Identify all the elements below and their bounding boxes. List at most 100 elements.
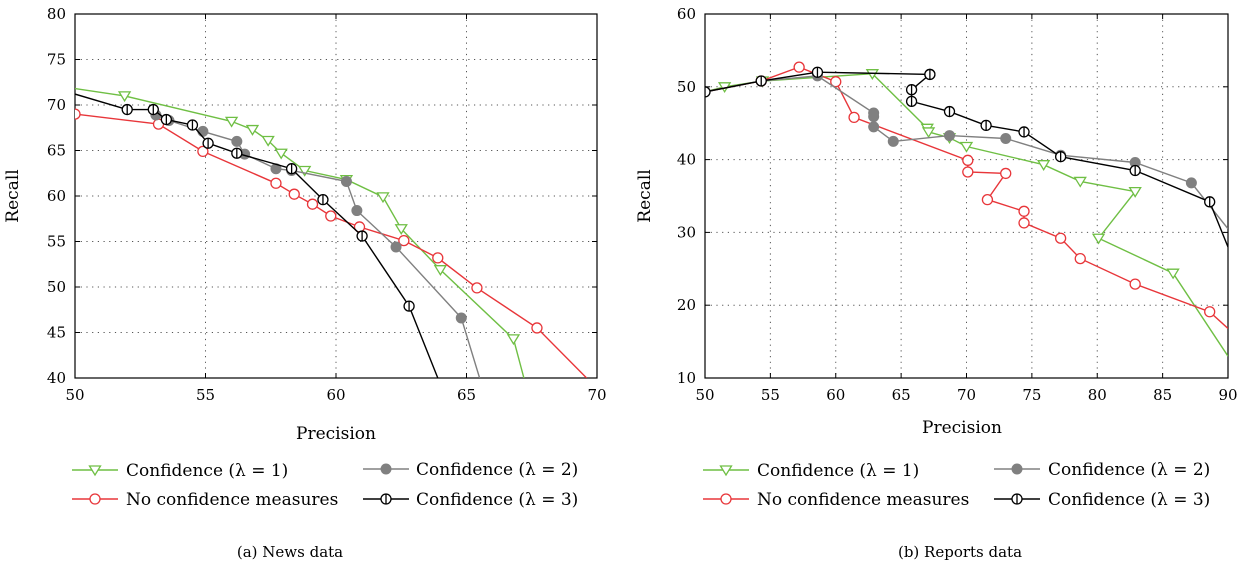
panel-b-series-2-point-7 — [944, 130, 956, 142]
panel-a-ytick-label-2: 50 — [47, 278, 66, 296]
panel-a-series-3-point-2 — [147, 103, 159, 116]
panel-a-series-2-point-8 — [351, 205, 363, 217]
panel-a-series-3-point-4 — [186, 119, 199, 131]
panel-a-series-0-point-9 — [394, 224, 408, 236]
panel-a-series-0-point-6 — [298, 165, 312, 177]
panel-b-series-0-point-8 — [1036, 160, 1051, 171]
panel-a-xlabel: Precision — [296, 424, 376, 444]
panel-b-series-2-point-4 — [868, 111, 880, 123]
panel-a-legend-label-0: Confidence (λ = 1) — [126, 461, 288, 481]
panel-b-series-3-point-5 — [905, 84, 918, 96]
panel-b-legend-label-3: Confidence (λ = 3) — [1048, 490, 1210, 510]
panel-a-series-0-point-1 — [117, 91, 132, 103]
panel-a-series-0-point-3 — [245, 124, 260, 136]
panel-b-legend-item-3: Confidence (λ = 3) — [994, 490, 1210, 510]
panel-b-series-3-point-11 — [1129, 164, 1141, 177]
panel-b-series-2-point-11 — [1185, 177, 1197, 189]
panel-b-legend-item-2: Confidence (λ = 2) — [994, 460, 1210, 480]
panel-a-ytick-label-7: 75 — [47, 51, 66, 69]
panel-b-series-0-point-7 — [959, 141, 974, 153]
panel-b-series-1-point-9 — [1018, 205, 1030, 217]
panel-b-series-1-point-13 — [1129, 278, 1141, 290]
panel-b-series-0-point-9 — [1073, 176, 1087, 188]
panel-b-legend: Confidence (λ = 1) No confidence measure… — [703, 460, 1210, 510]
panel-a-legend-marker-2 — [380, 463, 392, 475]
panel-a-series-2-point-9 — [390, 241, 402, 253]
panel-b-xtick-label-6: 80 — [1088, 386, 1107, 404]
panel-b-series-1-point-11 — [1054, 232, 1067, 244]
panel-b-legend-item-0: Confidence (λ = 1) — [703, 461, 919, 481]
panel-a-series-1-point-10 — [471, 282, 483, 294]
panel-b-ylabel: Recall — [635, 169, 655, 222]
panel-a-ytick-label-0: 40 — [47, 369, 66, 387]
panel-b-legend-label-0: Confidence (λ = 1) — [757, 461, 919, 481]
panel-a-ytick-label-3: 55 — [47, 233, 66, 251]
panel-b-series-1-point-4 — [848, 111, 860, 124]
panel-a-legend-label-2: Confidence (λ = 2) — [416, 460, 578, 480]
panel-b-legend-label-1: No confidence measures — [757, 490, 969, 510]
panel-a-xtick-label-3: 65 — [457, 386, 476, 404]
panel-a-series-area — [75, 87, 588, 378]
panel-b-series-area — [705, 61, 1228, 357]
panel-b-series-1-point-5 — [962, 154, 974, 166]
panel-a-plot: 50 55 60 65 70 40 45 50 55 60 65 70 75 80 — [47, 5, 607, 404]
panel-b-legend-marker-1 — [720, 493, 732, 505]
panel-b-frame — [704, 13, 1229, 379]
panel-a-xtick-label-4: 70 — [587, 386, 606, 404]
panel-b-series-3-point-0 — [705, 86, 711, 98]
panel-b-xtick-label-2: 60 — [826, 386, 845, 404]
panel-b-series-3-point-4 — [924, 68, 936, 81]
panel-a: 50 55 60 65 70 40 45 50 55 60 65 70 75 80 Recall Prec… — [3, 5, 607, 561]
panel-a-series-0-point-8 — [376, 192, 390, 204]
panel-b-series-1-point-3 — [830, 76, 842, 88]
panel-b-caption: (b) Reports data — [898, 543, 1022, 561]
panel-a-ytick-label-8: 80 — [47, 5, 66, 23]
panel-b-series-0-point-5 — [921, 127, 936, 139]
panel-a-ytick-label-5: 65 — [47, 142, 66, 160]
panel-a-series-1-point-11 — [531, 322, 543, 334]
panel-b-series-1-point-7 — [1000, 167, 1012, 180]
panel-a-legend-marker-0 — [88, 465, 102, 477]
panel-b-legend-marker-2 — [1011, 463, 1023, 475]
panel-b-series-0-point-11 — [1091, 233, 1106, 245]
panel-a-legend-marker-1 — [89, 493, 101, 505]
panel-a-series-2-point-7 — [340, 175, 352, 187]
panel-a-xtick-label-1: 55 — [196, 386, 215, 404]
panel-b-series-3-point-6 — [905, 95, 918, 108]
panel-b-series-1-point-10 — [1018, 217, 1030, 229]
panel-b-legend-item-1: No confidence measures — [703, 490, 969, 510]
panel-a-series-3-point-8 — [317, 193, 329, 206]
panel-a-series-1-point-4 — [288, 188, 300, 200]
panel-a-series-3-point-9 — [356, 230, 368, 242]
panel-a-legend-marker-3 — [380, 493, 392, 505]
panel-b-series-1-point-2 — [793, 61, 805, 73]
panel-b-series-0-point-12 — [1166, 268, 1180, 280]
panel-b-plot: 50 55 60 65 70 75 80 85 90 10 20 30 40 50 60 — [677, 5, 1238, 404]
panel-a-series-3-point-1 — [121, 103, 133, 116]
panel-b-series-2-point-8 — [1000, 132, 1012, 144]
panel-a-series-1-point-2 — [197, 145, 209, 158]
panel-b-ytick-label-3: 40 — [677, 151, 696, 169]
panel-b-series-0-point-10 — [1128, 186, 1142, 198]
panel-a-ytick-label-6: 70 — [47, 96, 66, 114]
panel-b-series-3-point-12 — [1204, 196, 1216, 208]
panel-a-legend-label-3: Confidence (λ = 3) — [416, 490, 578, 510]
panel-b-series-3-point-10 — [1054, 151, 1067, 163]
panel-b-xtick-label-8: 90 — [1218, 386, 1237, 404]
panel-a-legend-item-2: Confidence (λ = 2) — [363, 460, 578, 480]
panel-a-ytick-label-1: 45 — [47, 324, 66, 342]
panel-a-legend-item-1: No confidence measures — [72, 490, 338, 510]
panel-b-series-1-point-12 — [1074, 252, 1086, 265]
panel-a-series-0-point-4 — [261, 135, 275, 147]
panel-b-xtick-label-5: 75 — [1022, 386, 1041, 404]
panel-b-series-1-point-14 — [1204, 306, 1216, 318]
panel-a-legend-item-3: Confidence (λ = 3) — [363, 490, 578, 510]
panel-a-series-0-point-5 — [274, 148, 288, 160]
panel-b-series-0 — [705, 69, 1228, 357]
panel-a-series-1-point-9 — [432, 252, 444, 264]
panel-a-xtick-label-0: 50 — [65, 386, 84, 404]
panel-a-ylabel: Recall — [3, 169, 23, 222]
panel-b-series-2-point-6 — [887, 135, 899, 147]
panel-b-xtick-label-3: 65 — [892, 386, 911, 404]
